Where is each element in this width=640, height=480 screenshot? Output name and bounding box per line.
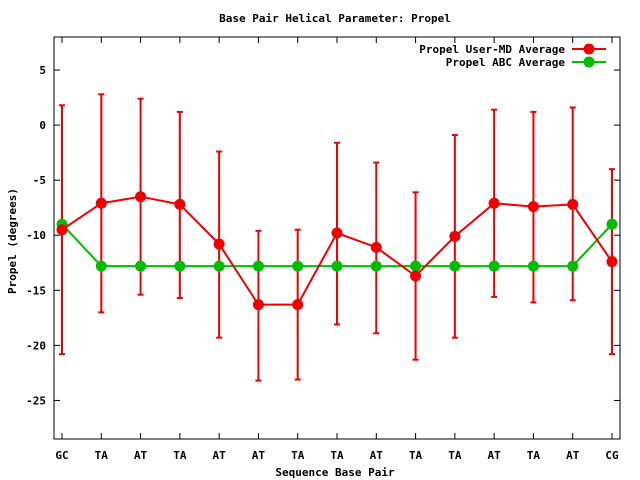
data-point	[527, 260, 539, 272]
data-point	[174, 198, 186, 210]
data-point	[292, 299, 304, 311]
data-point	[370, 260, 382, 272]
y-tick-label: -15	[26, 284, 46, 297]
data-point	[95, 197, 107, 209]
y-tick-label: -10	[26, 229, 46, 242]
data-point	[331, 227, 343, 239]
y-tick-label: -20	[26, 339, 46, 352]
data-point	[410, 260, 422, 272]
y-axis-ticks: 5 0 -5 -10 -15 -20 -25	[26, 64, 620, 407]
data-point	[527, 201, 539, 213]
x-tick-label: TA	[95, 449, 109, 462]
chart-title: Base Pair Helical Parameter: Propel	[219, 12, 451, 25]
data-point	[213, 260, 225, 272]
data-point	[370, 241, 382, 253]
x-tick-label: TA	[527, 449, 541, 462]
x-tick-label: AT	[488, 449, 502, 462]
data-point	[174, 260, 186, 272]
x-tick-label: TA	[448, 449, 462, 462]
x-tick-label: CG	[605, 449, 619, 462]
legend-marker	[583, 56, 595, 68]
data-point	[95, 260, 107, 272]
x-tick-label: TA	[291, 449, 305, 462]
x-tick-label: TA	[330, 449, 344, 462]
data-point	[449, 230, 461, 242]
data-point	[488, 260, 500, 272]
y-tick-label: 0	[39, 119, 46, 132]
data-point	[292, 260, 304, 272]
data-point	[213, 238, 225, 250]
x-axis-ticks: GC TA AT TA AT AT TA TA AT TA TA AT TA AT CG	[55, 37, 619, 462]
x-tick-label: AT	[134, 449, 148, 462]
x-tick-label: AT	[252, 449, 266, 462]
legend-marker	[583, 43, 595, 55]
x-tick-label: AT	[566, 449, 580, 462]
x-tick-label: TA	[409, 449, 423, 462]
series-layer	[56, 93, 618, 382]
legend-label: Propel User-MD Average	[419, 43, 565, 56]
data-point	[567, 198, 579, 210]
data-point	[331, 260, 343, 272]
y-tick-label: 5	[39, 64, 46, 77]
data-point	[606, 218, 618, 230]
data-point	[135, 260, 147, 272]
data-point	[606, 256, 618, 268]
data-point	[567, 260, 579, 272]
x-tick-label: AT	[370, 449, 384, 462]
data-point	[56, 224, 68, 236]
data-point	[488, 197, 500, 209]
x-tick-label: GC	[55, 449, 68, 462]
data-point	[449, 260, 461, 272]
data-point	[410, 270, 422, 282]
x-axis-label: Sequence Base Pair	[275, 466, 395, 479]
legend-label: Propel ABC Average	[446, 56, 566, 69]
y-tick-label: -25	[26, 394, 46, 407]
data-point	[135, 191, 147, 203]
y-axis-label: Propel (degrees)	[6, 188, 19, 294]
y-tick-label: -5	[33, 174, 46, 187]
data-point	[252, 260, 264, 272]
data-point	[252, 299, 264, 311]
x-tick-label: TA	[173, 449, 187, 462]
x-tick-label: AT	[213, 449, 227, 462]
